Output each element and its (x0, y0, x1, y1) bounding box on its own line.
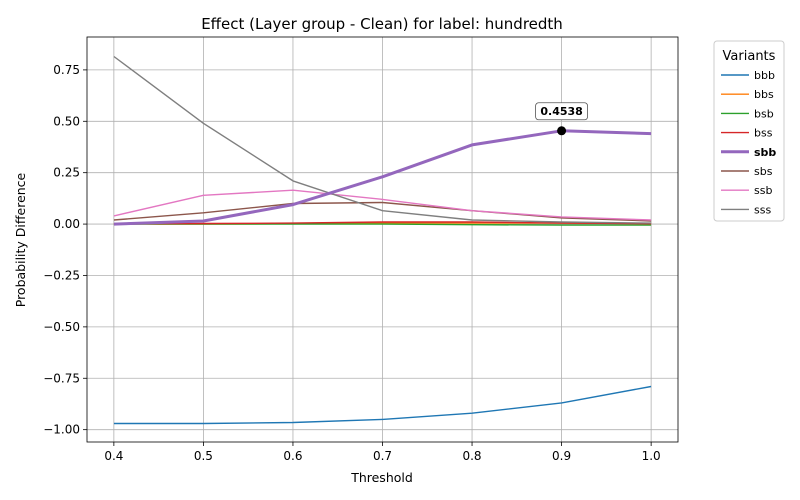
x-tick-label: 0.7 (373, 449, 392, 463)
y-tick-label: 0.00 (53, 217, 80, 231)
x-tick-label: 0.9 (552, 449, 571, 463)
series-line-sbs (113, 201, 652, 222)
legend-label-bbb: bbb (754, 69, 775, 82)
y-tick-label: 0.75 (53, 63, 80, 77)
y-tick-label: −0.75 (43, 371, 80, 385)
legend-label-bbs: bbs (754, 88, 774, 101)
legend-label-bss: bss (754, 127, 773, 140)
legend-label-sbb: sbb (754, 146, 776, 159)
x-axis-label: Threshold (350, 470, 413, 485)
y-axis-label: Probability Difference (13, 172, 28, 307)
legend-label-sss: sss (754, 203, 771, 216)
x-tick-label: 0.8 (462, 449, 481, 463)
annotation-point (557, 126, 567, 136)
x-tick-label: 0.4 (104, 449, 123, 463)
x-tick-label: 0.5 (194, 449, 213, 463)
legend-title: Variants (723, 49, 776, 64)
legend-frame (713, 40, 785, 222)
series-line-bss (113, 221, 652, 225)
legend-label-sbs: sbs (754, 165, 773, 178)
legend-label-ssb: ssb (754, 184, 772, 197)
y-tick-label: 0.50 (53, 114, 80, 128)
y-axis-ticks: 0.75 0.50 0.25 0.00 −0.25 −0.50 −0.75 −1.00 (43, 63, 87, 437)
y-tick-label: −0.25 (43, 268, 80, 282)
chart-title: Effect (Layer group - Clean) for label: … (201, 15, 563, 33)
y-tick-label: −0.50 (43, 320, 80, 334)
annotation-label: 0.4538 (540, 105, 582, 118)
legend-label-bsb: bsb (754, 107, 774, 120)
legend: Variants bbb bbs bsb bss sbb sbs ssb sss (713, 40, 785, 222)
y-tick-label: 0.25 (53, 166, 80, 180)
y-tick-label: −1.00 (43, 423, 80, 437)
x-tick-label: 1.0 (642, 449, 661, 463)
series-line-bbb (113, 385, 652, 425)
x-axis-ticks: 0.4 0.5 0.6 0.7 0.8 0.9 1.0 (104, 442, 661, 463)
series-line-ssb (113, 189, 652, 221)
annotation-box (535, 102, 588, 121)
x-tick-label: 0.6 (283, 449, 302, 463)
series-line-sss (113, 55, 652, 224)
grid-lines (87, 37, 678, 442)
peak-annotation: 0.4538 (535, 102, 588, 136)
